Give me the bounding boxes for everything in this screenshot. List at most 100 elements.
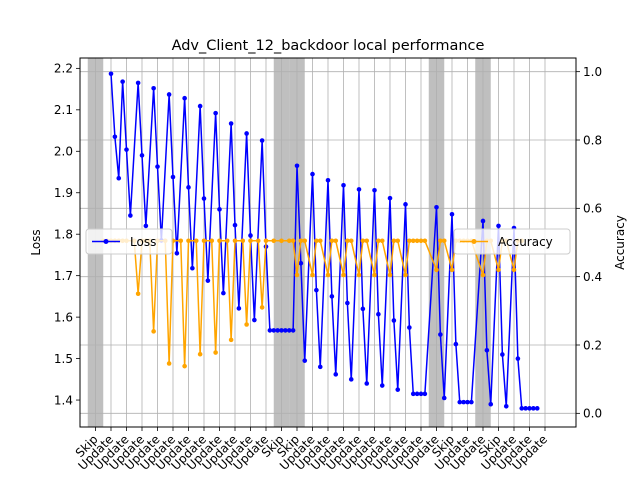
left-tick-label: 1.4 xyxy=(54,393,73,407)
data-point-accuracy xyxy=(511,267,517,273)
data-point-accuracy xyxy=(422,238,428,244)
legend-accuracy-marker xyxy=(471,239,477,244)
data-point-loss xyxy=(317,364,323,370)
data-point-accuracy xyxy=(418,238,424,244)
left-tick-label: 1.9 xyxy=(54,186,73,200)
data-point-accuracy xyxy=(310,272,315,278)
data-point-accuracy xyxy=(391,238,397,244)
data-point-accuracy xyxy=(333,238,339,244)
data-point-accuracy xyxy=(360,238,366,244)
data-point-accuracy xyxy=(407,238,412,244)
data-point-accuracy xyxy=(403,272,408,278)
loss-series xyxy=(108,71,540,411)
data-point-loss xyxy=(201,196,207,201)
data-point-loss xyxy=(438,332,443,337)
data-point-accuracy xyxy=(314,238,319,244)
data-point-accuracy xyxy=(271,238,277,244)
right-tick-label: 0.0 xyxy=(583,407,602,421)
data-point-accuracy xyxy=(329,238,335,244)
data-point-loss xyxy=(333,372,339,377)
data-point-loss xyxy=(449,212,455,217)
data-point-loss xyxy=(205,278,211,283)
data-point-loss xyxy=(112,134,118,140)
data-point-loss xyxy=(166,92,172,97)
right-axis-label: Accuracy xyxy=(613,215,627,270)
data-point-loss xyxy=(116,175,122,181)
data-point-accuracy xyxy=(244,322,249,327)
data-point-loss xyxy=(325,178,331,183)
data-point-loss xyxy=(391,318,397,323)
data-point-accuracy xyxy=(364,238,370,244)
legend-loss-box xyxy=(85,228,173,255)
data-point-accuracy xyxy=(186,238,191,244)
data-point-accuracy xyxy=(298,238,304,244)
data-point-loss xyxy=(143,223,149,229)
data-point-accuracy xyxy=(290,238,296,244)
data-point-loss xyxy=(221,290,226,296)
chart-title: Adv_Client_12_backdoor local performance xyxy=(172,38,485,54)
left-tick-label: 2.2 xyxy=(54,62,73,76)
data-point-loss xyxy=(120,79,125,84)
data-point-loss xyxy=(228,121,234,126)
data-point-loss xyxy=(395,387,401,392)
left-tick-label: 1.8 xyxy=(54,228,73,242)
data-point-loss xyxy=(275,328,280,333)
data-point-accuracy xyxy=(182,363,187,369)
data-point-loss xyxy=(531,406,536,411)
data-point-accuracy xyxy=(376,238,381,244)
legend-loss-label: Loss xyxy=(130,235,156,249)
data-point-loss xyxy=(356,187,362,192)
data-point-loss xyxy=(407,325,412,330)
data-point-accuracy xyxy=(341,272,346,278)
data-point-loss xyxy=(182,95,187,101)
data-point-loss xyxy=(527,406,532,411)
data-point-loss xyxy=(217,207,222,212)
data-point-accuracy xyxy=(240,238,246,244)
data-point-loss xyxy=(186,185,191,190)
data-point-accuracy xyxy=(317,238,323,244)
data-point-loss xyxy=(500,352,505,357)
data-point-loss xyxy=(259,138,265,143)
legend-loss: Loss xyxy=(85,228,173,255)
data-point-loss xyxy=(190,265,195,271)
data-point-loss xyxy=(139,153,145,158)
data-point-loss xyxy=(174,250,180,256)
data-point-loss xyxy=(286,328,292,333)
data-point-accuracy xyxy=(414,238,420,244)
data-point-accuracy xyxy=(248,238,253,244)
data-point-loss xyxy=(170,174,176,180)
data-point-accuracy xyxy=(441,238,447,244)
left-tick-label: 1.6 xyxy=(54,310,73,324)
data-point-loss xyxy=(503,403,509,409)
data-point-loss xyxy=(283,328,288,333)
data-point-loss xyxy=(523,406,528,411)
data-point-accuracy xyxy=(410,238,416,244)
right-tick-label: 0.4 xyxy=(583,270,602,284)
data-point-loss xyxy=(515,356,521,361)
data-point-accuracy xyxy=(135,291,141,297)
data-point-accuracy xyxy=(201,238,207,244)
data-point-accuracy xyxy=(496,267,501,273)
data-point-loss xyxy=(376,311,381,317)
data-point-loss xyxy=(461,399,466,405)
data-point-loss xyxy=(314,287,319,293)
data-point-loss xyxy=(232,222,238,228)
data-point-accuracy xyxy=(345,238,350,244)
left-tick-label: 1.7 xyxy=(54,269,73,283)
data-point-loss xyxy=(345,300,350,306)
data-point-accuracy xyxy=(294,272,300,278)
data-point-loss xyxy=(387,195,393,201)
data-point-accuracy xyxy=(356,272,362,278)
data-point-accuracy xyxy=(279,238,284,244)
left-axis-label: Loss xyxy=(29,229,43,255)
data-point-loss xyxy=(290,328,296,333)
data-point-loss xyxy=(453,341,459,347)
data-point-loss xyxy=(418,391,424,397)
right-tick-label: 0.8 xyxy=(583,133,602,147)
x-axis-ticks: SkipUpdateUpdateUpdateUpdateUpdateUpdate… xyxy=(73,427,550,473)
left-tick-label: 2.0 xyxy=(54,145,73,159)
right-axis-ticks: 0.0 0.2 0.4 0.6 0.8 1.0 xyxy=(576,65,602,421)
data-point-loss xyxy=(403,202,408,207)
data-point-loss xyxy=(348,377,354,382)
